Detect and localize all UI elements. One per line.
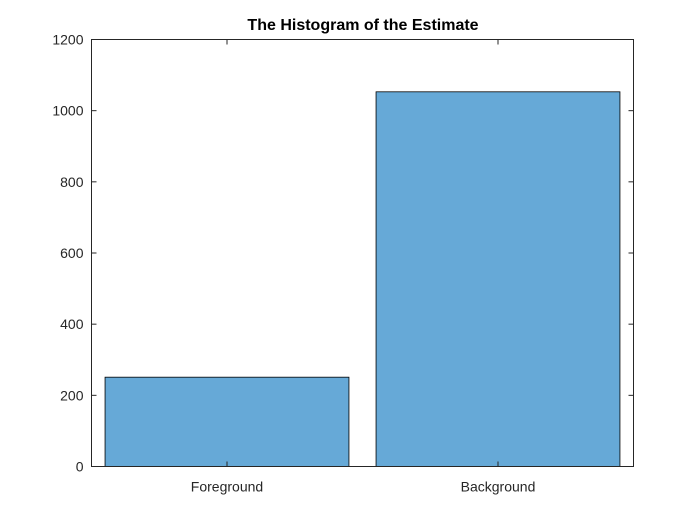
x-axis-ticks: Foreground Background (191, 39, 536, 495)
bar-foreground (104, 376, 350, 467)
x-tick-label: Foreground (191, 479, 263, 495)
x-tick-label: Background (461, 479, 536, 495)
bars-group (104, 91, 621, 467)
y-tick-label: 1000 (52, 103, 83, 119)
y-axis-ticks: 0 200 400 600 800 1000 1200 (52, 32, 634, 475)
chart-title: The Histogram of the Estimate (247, 17, 478, 34)
y-tick-label: 1200 (52, 32, 83, 48)
bar-background (375, 91, 621, 467)
y-tick-label: 400 (60, 316, 84, 332)
y-tick-label: 600 (60, 245, 84, 261)
y-tick-label: 200 (60, 387, 84, 403)
y-tick-label: 800 (60, 174, 84, 190)
y-tick-label: 0 (76, 459, 84, 475)
